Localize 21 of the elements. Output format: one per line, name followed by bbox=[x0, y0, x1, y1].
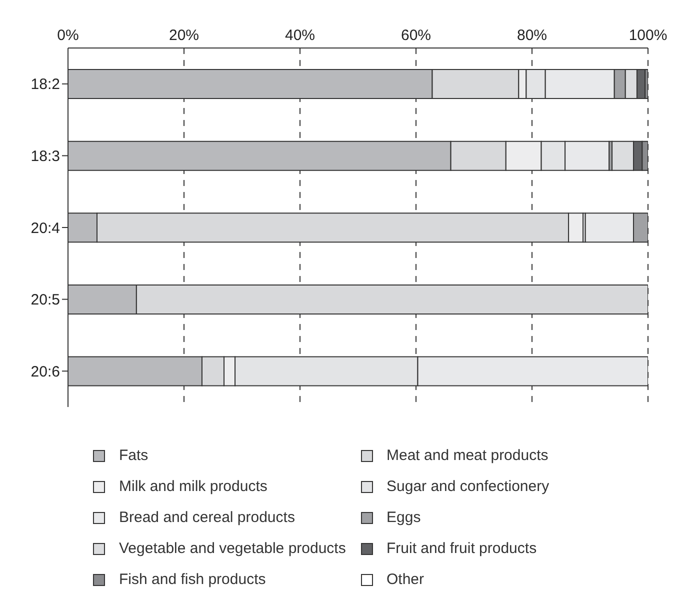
x-tick-label: 40% bbox=[284, 27, 316, 44]
x-tick-label: 20% bbox=[168, 27, 200, 44]
x-tick-label: 60% bbox=[400, 27, 432, 44]
y-tick-label: 18:2 bbox=[30, 76, 60, 94]
x-tick-label: 80% bbox=[516, 27, 548, 44]
y-tick-label: 18:3 bbox=[30, 148, 60, 166]
legend-label: Other bbox=[386, 571, 424, 588]
y-tick-label: 20:6 bbox=[30, 363, 60, 380]
legend-label: Vegetable and vegetable products bbox=[119, 540, 346, 557]
legend-label: Bread and cereal products bbox=[119, 509, 295, 526]
legend-label: Fish and fish products bbox=[119, 571, 266, 588]
x-tick-label: 100% bbox=[628, 27, 668, 44]
legend-label: Fruit and fruit products bbox=[386, 540, 537, 557]
legend-label: Meat and meat products bbox=[386, 447, 548, 464]
legend-label: Milk and milk products bbox=[119, 478, 268, 495]
legend-label: Fats bbox=[119, 447, 148, 464]
y-tick-label: 20:5 bbox=[30, 292, 60, 309]
y-tick-label: 20:4 bbox=[30, 220, 60, 237]
legend-label: Sugar and confectionery bbox=[386, 478, 550, 495]
x-tick-label: 0% bbox=[57, 27, 79, 44]
legend-label: Eggs bbox=[386, 509, 421, 526]
